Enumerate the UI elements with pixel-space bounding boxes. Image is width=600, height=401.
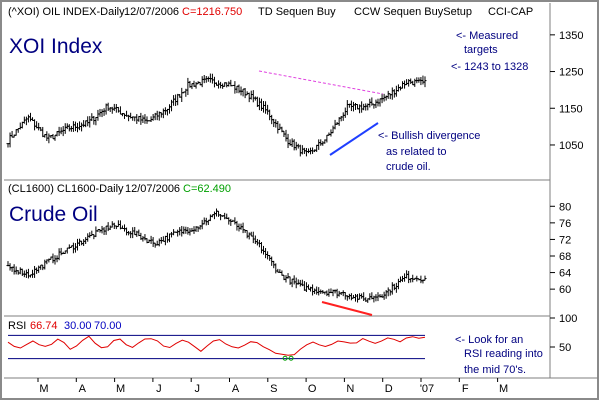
time-tick-label: N <box>346 383 354 395</box>
price-bar <box>423 275 427 281</box>
price-bar <box>423 76 427 88</box>
xoi-ccw: CCW Sequen BuySetup <box>354 6 472 18</box>
targets-line-1: <- Measured <box>456 30 518 42</box>
targets-line-3: <- 1243 to 1328 <box>451 61 528 73</box>
time-tick-label: A <box>79 383 87 395</box>
divergence-annotation: <- Bullish divergence as related to crud… <box>378 130 480 173</box>
crude-tick-label: 64 <box>559 268 571 280</box>
rsi-axis: 100 50 <box>550 313 577 354</box>
time-tick-label: O <box>308 383 317 395</box>
xoi-divergence-line <box>329 122 379 156</box>
rsi-note-line-3: the mid 70's. <box>464 364 526 376</box>
rsi-oversold-marker <box>282 355 288 361</box>
xoi-tick-label: 1250 <box>559 67 583 79</box>
crude-tick-label: 72 <box>559 234 571 246</box>
time-tick-label: F <box>462 383 469 395</box>
crude-tick-label: 76 <box>559 218 571 230</box>
crude-header: (CL1600) CL1600-Daily 12/07/2006 C=62.49… <box>8 183 231 195</box>
xoi-price-bars <box>6 73 427 157</box>
rsi-band-low: 30.00 <box>64 320 92 332</box>
resistance-trendline <box>258 70 384 95</box>
rsi-note-line-1: <- Look for an <box>455 334 523 346</box>
rsi-label: RSI <box>8 320 26 332</box>
time-tick-label: '07 <box>420 383 434 395</box>
rsi-tick-label: 50 <box>559 342 571 354</box>
targets-line-2: targets <box>464 44 498 56</box>
crude-price-bars <box>6 208 427 303</box>
rsi-header: RSI 66.74 30.00 70.00 <box>8 320 122 332</box>
xoi-price-axis: 1350 1250 1150 1050 <box>550 30 583 152</box>
xoi-close: C=1216.750 <box>182 6 242 18</box>
time-tick-label: M <box>39 383 48 395</box>
targets-annotation: <- Measured targets <- 1243 to 1328 <box>451 30 528 73</box>
rsi-oversold-marker <box>288 355 294 361</box>
crude-tick-label: 80 <box>559 201 571 213</box>
xoi-td: TD Sequen Buy <box>258 6 336 18</box>
crude-symbol: (CL1600) CL1600-Daily <box>8 183 124 195</box>
crude-tick-label: 68 <box>559 251 571 263</box>
time-tick-label: J <box>156 383 162 395</box>
crude-close: C=62.490 <box>183 183 231 195</box>
time-tick-label: J <box>194 383 200 395</box>
time-tick-label: D <box>385 383 393 395</box>
rsi-indicator <box>7 334 426 361</box>
rsi-note-line-2: RSI reading into <box>464 348 543 360</box>
xoi-date: 12/07/2006 <box>124 6 179 18</box>
rsi-value: 66.74 <box>30 320 58 332</box>
crude-price-axis: 80 76 72 68 64 60 <box>550 201 571 296</box>
xoi-title: XOI Index <box>9 35 103 58</box>
xoi-tick-label: 1150 <box>559 103 583 115</box>
rsi-annotation: <- Look for an RSI reading into the mid … <box>455 334 543 376</box>
rsi-tick-label: 100 <box>559 313 577 325</box>
crude-divergence-line <box>321 301 373 316</box>
divergence-line-1: <- Bullish divergence <box>378 130 480 142</box>
xoi-header: (^XOI) OIL INDEX-Daily 12/07/2006 C=1216… <box>8 6 533 18</box>
xoi-symbol: (^XOI) OIL INDEX-Daily <box>8 6 125 18</box>
time-axis-labels: M A M J J A S O N D '07 F M <box>37 378 508 395</box>
time-tick-label: M <box>116 383 125 395</box>
rsi-line <box>7 335 426 356</box>
divergence-line-3: crude oil. <box>386 161 431 173</box>
crude-date: 12/07/2006 <box>125 183 180 195</box>
crude-tick-label: 60 <box>559 284 571 296</box>
xoi-tick-label: 1350 <box>559 30 583 42</box>
time-tick-label: A <box>232 383 240 395</box>
divergence-line-2: as related to <box>386 146 447 158</box>
xoi-tick-label: 1050 <box>559 140 583 152</box>
time-tick-label: S <box>270 383 277 395</box>
crude-title: Crude Oil <box>9 203 98 226</box>
rsi-band-high: 70.00 <box>94 320 122 332</box>
xoi-cci: CCI-CAP <box>488 6 533 18</box>
time-tick-label: M <box>499 383 508 395</box>
